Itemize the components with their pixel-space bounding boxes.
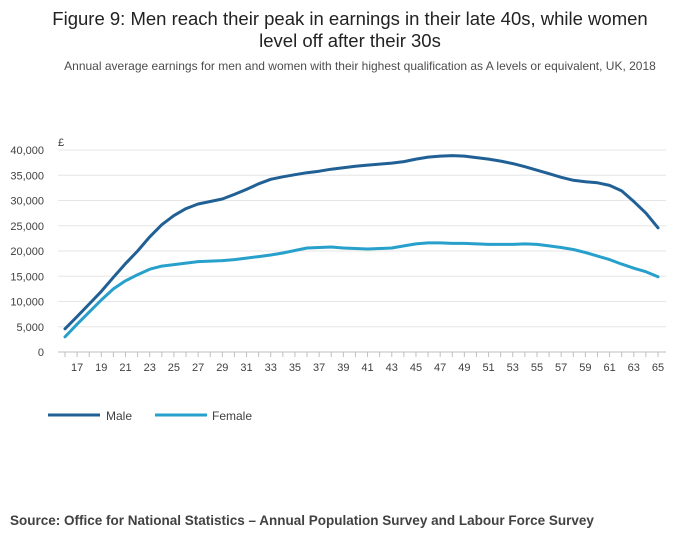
x-tick-label: 51 [482, 362, 494, 374]
chart-title-line-2: level off after their 30s [259, 30, 441, 51]
y-tick-label: 20,000 [10, 246, 44, 258]
y-axis: 0 5,000 10,000 15,000 20,000 25,000 30,000 35,0… [10, 137, 64, 359]
y-tick-label: 5,000 [16, 322, 44, 334]
x-tick-label: 31 [240, 362, 252, 374]
x-tick-label: 39 [337, 362, 349, 374]
x-tick-label: 17 [71, 362, 83, 374]
x-tick-label: 41 [361, 362, 373, 374]
y-tick-label: 35,000 [10, 170, 44, 182]
series-lines [63, 154, 660, 339]
y-tick-label: 15,000 [10, 271, 44, 283]
x-tick-label: 53 [507, 362, 519, 374]
y-tick-label: 40,000 [10, 145, 44, 157]
chart-title-line-1: Figure 9: Men reach their peak in earnin… [52, 8, 648, 29]
x-tick-label: 61 [603, 362, 615, 374]
series-line-male [63, 154, 660, 331]
chart-subtitle: Annual average earnings for men and wome… [64, 59, 656, 73]
x-tick-label: 65 [652, 362, 664, 374]
legend-label-female: Female [212, 409, 252, 423]
x-tick-label: 57 [555, 362, 567, 374]
x-axis: 17 19 21 23 25 27 29 31 33 35 37 39 41 43 45 47 49 51 53 55… [58, 351, 666, 374]
chart-title: Figure 9: Men reach their peak in earnin… [0, 8, 700, 52]
x-tick-label: 19 [95, 362, 107, 374]
y-tick-label: 30,000 [10, 196, 44, 208]
x-tick-label: 37 [313, 362, 325, 374]
x-tick-label: 47 [434, 362, 446, 374]
x-tick-label: 35 [289, 362, 301, 374]
x-tick-label: 59 [579, 362, 591, 374]
y-axis-label: £ [58, 137, 64, 149]
legend: Male Female [48, 409, 252, 423]
x-tick-label: 33 [265, 362, 277, 374]
x-tick-label: 29 [216, 362, 228, 374]
grid-lines [58, 149, 666, 328]
source-note: Source: Office for National Statistics –… [10, 513, 594, 528]
x-tick-label: 27 [192, 362, 204, 374]
legend-label-male: Male [106, 409, 132, 423]
y-tick-label: 25,000 [10, 221, 44, 233]
x-tick-label: 43 [386, 362, 398, 374]
x-tick-label: 25 [168, 362, 180, 374]
y-tick-label: 0 [38, 347, 44, 359]
y-tick-label: 10,000 [10, 297, 44, 309]
x-tick-label: 45 [410, 362, 422, 374]
x-tick-label: 21 [119, 362, 131, 374]
series-line-female [63, 241, 660, 339]
x-tick-label: 49 [458, 362, 470, 374]
x-tick-label: 63 [628, 362, 640, 374]
x-tick-label: 23 [144, 362, 156, 374]
x-tick-label: 55 [531, 362, 543, 374]
